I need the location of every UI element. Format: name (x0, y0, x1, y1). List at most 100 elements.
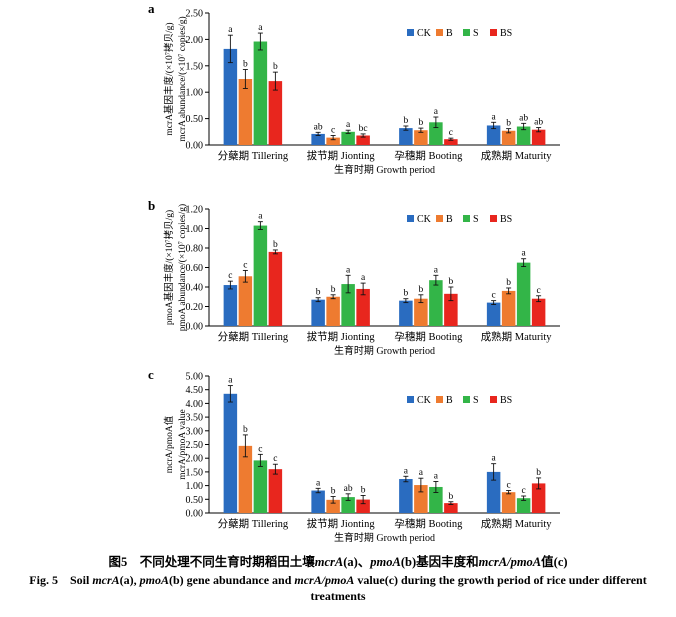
bar-s-maturity (516, 126, 531, 145)
legend-swatch-s (463, 396, 470, 403)
y-tick-label: 1.00 (186, 88, 204, 99)
significance-letter: b (419, 285, 424, 295)
y-tick-label: 2.50 (186, 9, 204, 20)
significance-letter: c (507, 481, 511, 491)
significance-letter: a (228, 376, 233, 386)
x-tick-label-booting: 孕穗期 Booting (394, 149, 463, 162)
x-tick-label-maturity: 成熟期 Maturity (481, 149, 553, 162)
y-tick-label: 0.00 (186, 322, 204, 333)
significance-letter: a (361, 273, 366, 283)
panel-label: a (148, 1, 155, 16)
bar-bs-maturity (531, 129, 546, 145)
caption-cn-text-1: 图5 不同处理不同生育时期稻田土壤 (108, 555, 315, 569)
chart-c: c 0.00 0.50 1.00 1.50 2.00 2.50 3.00 3.50 4.00 4.5… (148, 367, 560, 544)
significance-letter: ab (519, 113, 528, 123)
bar-ck-tillering (223, 393, 238, 513)
significance-letter: c (522, 486, 526, 496)
y-tick-label: 3.50 (186, 413, 204, 424)
legend-swatch-ck (407, 215, 414, 222)
bar-b-booting (414, 298, 428, 326)
bar-b-jionting (326, 499, 340, 513)
significance-letter: ab (534, 118, 543, 128)
y-tick-label: 1.50 (186, 61, 204, 72)
significance-letter: c (228, 271, 232, 281)
legend-label-b: B (446, 28, 453, 39)
bar-ck-booting (399, 479, 413, 513)
bar-s-booting (429, 280, 443, 326)
legend-label-bs: BS (500, 28, 512, 39)
caption-en-text-3: (b) gene abundance and (169, 573, 295, 587)
significance-letter: b (506, 119, 511, 129)
x-tick-label-jionting: 拔节期 Jionting (307, 330, 376, 343)
bar-b-maturity (501, 492, 516, 513)
significance-letter: bc (359, 124, 368, 134)
legend-swatch-s (463, 29, 470, 36)
significance-letter: c (273, 454, 277, 464)
legend-label-ck: CK (417, 395, 432, 406)
x-tick-label-booting: 孕穗期 Booting (394, 517, 463, 530)
figure-caption-en: Fig. 5 Soil mcrA(a), pmoA(b) gene abunda… (0, 572, 676, 604)
significance-letter: b (419, 118, 424, 128)
x-tick-label-tillering: 分蘖期 Tillering (218, 517, 289, 530)
caption-cn-ratio: mcrA/pmoA (478, 555, 542, 569)
legend-label-ck: CK (417, 28, 432, 39)
bar-ck-tillering (223, 285, 238, 326)
x-tick-label-tillering: 分蘖期 Tillering (218, 330, 289, 343)
y-tick-label: 0.80 (186, 244, 204, 255)
panel-label: b (148, 198, 155, 213)
bar-ck-maturity (486, 125, 501, 145)
significance-letter: a (346, 120, 351, 130)
y-tick-label: 0.60 (186, 263, 204, 274)
x-tick-label-tillering: 分蘖期 Tillering (218, 149, 289, 162)
bar-bs-booting (444, 139, 458, 145)
y-tick-label: 4.00 (186, 399, 204, 410)
significance-letter: a (258, 212, 263, 222)
bar-bs-booting (444, 503, 458, 513)
bar-bs-maturity (531, 298, 546, 326)
significance-letter: a (434, 471, 439, 481)
y-tick-label: 2.50 (186, 440, 204, 451)
bar-s-tillering (253, 41, 268, 145)
chart-b: b 0.00 0.20 0.40 0.60 0.80 1.00 1.20 pmoA基因丰度/(×… (148, 198, 560, 357)
caption-en-gene-pmoa: pmoA (139, 573, 169, 587)
caption-cn-gene-mcra: mcrA (314, 555, 344, 569)
bar-b-maturity (501, 290, 516, 326)
significance-letter: b (449, 492, 454, 502)
significance-letter: a (492, 454, 497, 464)
significance-letter: c (492, 291, 496, 301)
y-tick-label: 0.00 (186, 141, 204, 152)
significance-letter: b (243, 425, 248, 435)
x-tick-label-maturity: 成熟期 Maturity (481, 330, 553, 343)
bar-b-booting (414, 485, 428, 513)
legend-label-bs: BS (500, 214, 512, 225)
significance-letter: b (331, 487, 336, 497)
caption-cn-text-2: (a)、 (343, 555, 371, 569)
bar-bs-jionting (356, 288, 370, 326)
significance-letter: a (492, 112, 497, 122)
bar-bs-jionting (356, 135, 370, 145)
panel-label: c (148, 367, 154, 382)
legend-swatch-b (436, 29, 443, 36)
y-axis-label-line-1: mcrA/pmoA值 (163, 415, 175, 473)
legend-swatch-ck (407, 396, 414, 403)
y-tick-label: 0.50 (186, 495, 204, 506)
bar-bs-tillering (268, 81, 283, 145)
y-tick-label: 4.50 (186, 385, 204, 396)
y-tick-label: 1.20 (186, 205, 204, 216)
significance-letter: a (434, 265, 439, 275)
x-tick-label-maturity: 成熟期 Maturity (481, 517, 553, 530)
bar-s-jionting (341, 131, 355, 145)
legend: CK B S BS (407, 214, 512, 225)
significance-letter: b (506, 278, 511, 288)
bar-ck-booting (399, 300, 413, 326)
bar-ck-maturity (486, 471, 501, 513)
bar-s-jionting (341, 497, 355, 513)
legend-swatch-bs (490, 215, 497, 222)
caption-cn-text-3: (b)基因丰度和 (400, 555, 479, 569)
significance-letter: b (273, 62, 278, 72)
bar-ck-maturity (486, 302, 501, 326)
significance-letter: b (273, 240, 278, 250)
legend-label-s: S (473, 214, 479, 225)
legend-swatch-ck (407, 29, 414, 36)
bar-s-maturity (516, 262, 531, 326)
